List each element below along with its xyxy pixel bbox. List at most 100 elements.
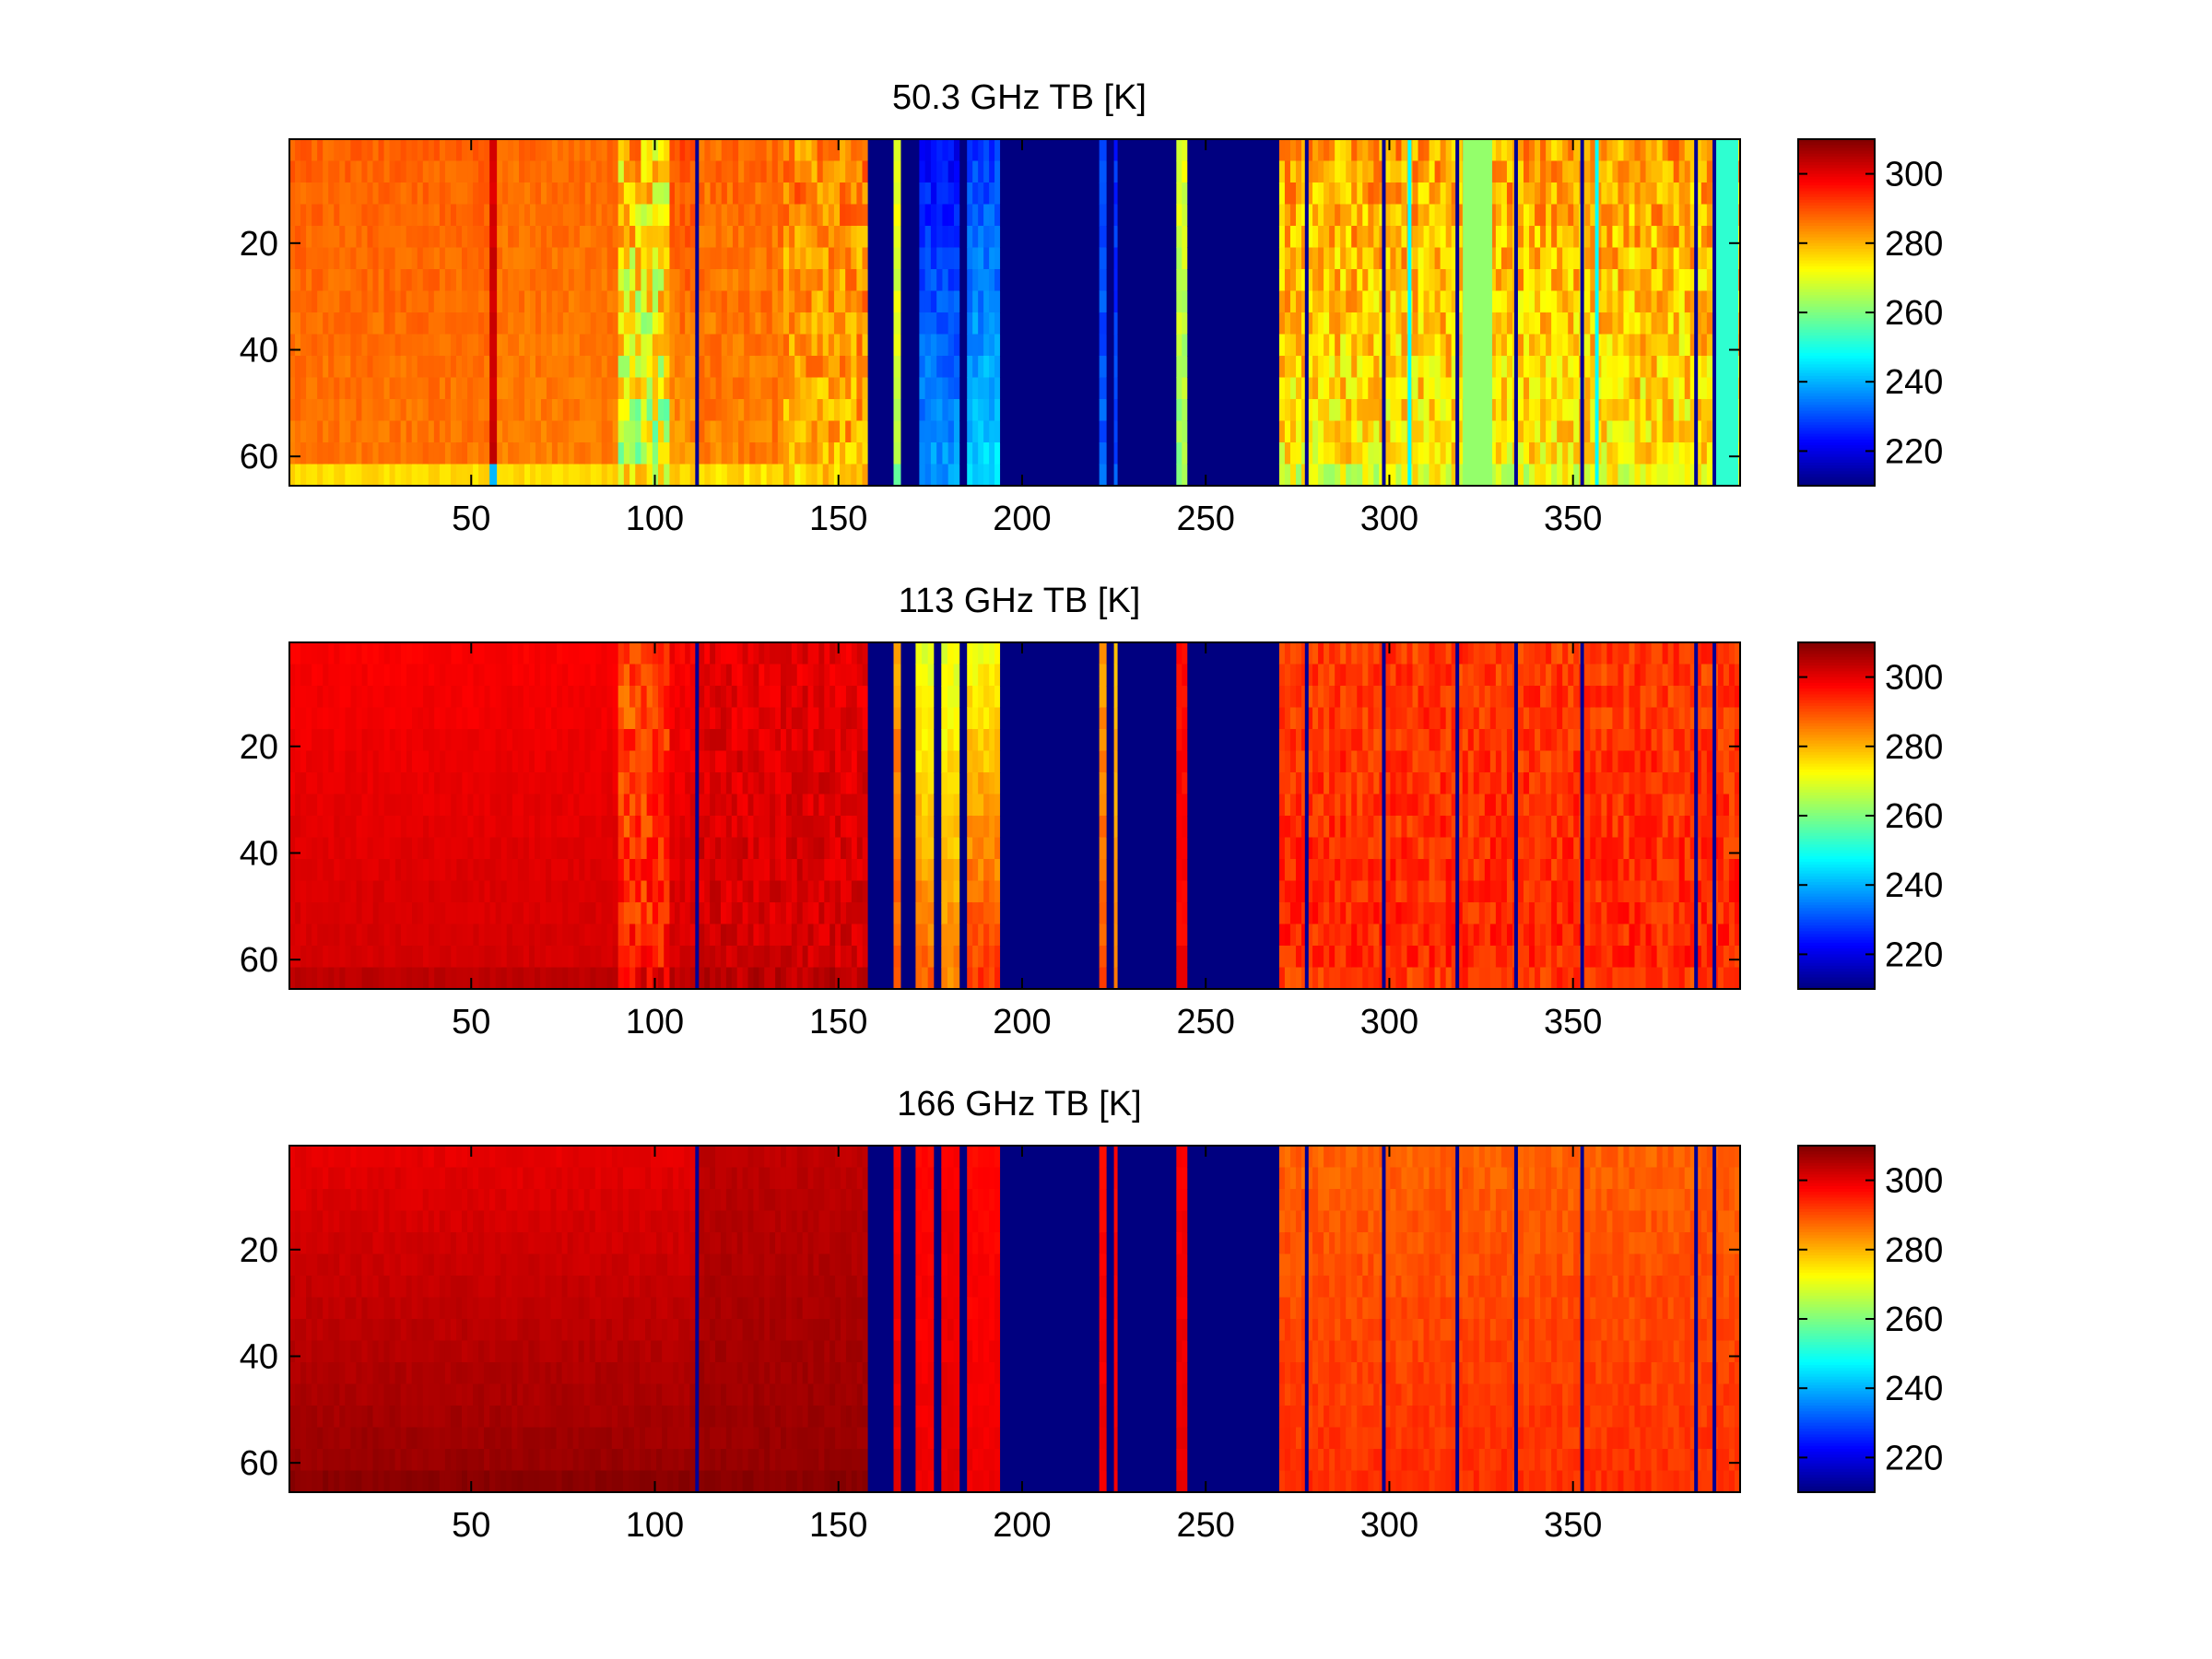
heatmap-cell: [1362, 356, 1369, 379]
heatmap-cell: [1088, 247, 1095, 270]
heatmap-cell: [334, 442, 340, 465]
heatmap-cell: [689, 226, 696, 249]
heatmap-cell: [1590, 356, 1596, 379]
heatmap-cell: [675, 420, 681, 443]
heatmap-cell: [685, 139, 691, 162]
colorbar-swatch: [1798, 298, 1875, 302]
y-tick-label: 40: [240, 331, 278, 370]
heatmap-cell: [669, 182, 676, 206]
heatmap-cell: [1324, 182, 1330, 206]
heatmap-cell: [1395, 464, 1403, 487]
heatmap-cell: [1011, 182, 1018, 206]
heatmap-cell: [339, 967, 347, 990]
heatmap-cell: [568, 420, 575, 443]
heatmap-cell: [1423, 204, 1430, 227]
heatmap-cell: [417, 399, 424, 422]
heatmap-cell: [606, 334, 614, 357]
heatmap-cell: [840, 442, 846, 465]
heatmap-cell: [1373, 442, 1380, 465]
heatmap-cell: [361, 139, 369, 162]
heatmap-cell: [1219, 334, 1226, 357]
heatmap-cell: [434, 837, 441, 860]
heatmap-cell: [1451, 247, 1458, 270]
heatmap-cell: [1016, 247, 1023, 270]
heatmap-cell: [851, 204, 857, 227]
heatmap-cell: [652, 182, 659, 206]
heatmap-cell: [423, 902, 429, 925]
heatmap-cell: [1182, 269, 1188, 292]
heatmap-cell: [1568, 204, 1574, 227]
heatmap-cell: [484, 269, 490, 292]
heatmap-cell: [972, 399, 979, 422]
heatmap-cell: [1618, 464, 1625, 487]
heatmap-cell: [685, 226, 691, 249]
heatmap-cell: [361, 750, 369, 773]
heatmap-cell: [777, 139, 784, 162]
heatmap-cell: [451, 924, 457, 947]
heatmap-cell: [400, 859, 407, 882]
heatmap-cell: [1506, 464, 1513, 487]
heatmap-cell: [378, 859, 385, 882]
heatmap-cell: [513, 442, 520, 465]
heatmap-cell: [1629, 204, 1636, 227]
heatmap-cell: [978, 247, 984, 270]
heatmap-cell: [817, 269, 824, 292]
colorbar-swatch: [1798, 321, 1875, 325]
heatmap-cell: [1618, 139, 1625, 162]
heatmap-cell: [495, 880, 502, 903]
heatmap-cell: [947, 204, 955, 227]
heatmap-cell: [930, 139, 937, 162]
heatmap-cell: [345, 139, 351, 162]
heatmap-cell: [1193, 420, 1199, 443]
heatmap-cell: [629, 290, 636, 313]
heatmap-cell: [467, 946, 475, 969]
heatmap-cell: [612, 204, 619, 227]
heatmap-cell: [777, 334, 784, 357]
heatmap-cell: [519, 204, 525, 227]
heatmap-cell: [806, 204, 813, 227]
heatmap-cell: [679, 464, 686, 487]
heatmap-cell: [1362, 269, 1369, 292]
heatmap-cell: [1335, 204, 1341, 227]
heatmap-cell: [411, 880, 418, 903]
heatmap-cell: [323, 399, 329, 422]
heatmap-cell: [629, 226, 636, 249]
heatmap-cell: [704, 182, 712, 206]
heatmap-cell: [473, 356, 479, 379]
heatmap-cell: [1434, 356, 1441, 379]
heatmap-cell: [1187, 420, 1194, 443]
heatmap-cell: [317, 204, 324, 227]
heatmap-cell: [1274, 334, 1280, 357]
heatmap-cell: [1535, 356, 1541, 379]
heatmap-cell: [978, 226, 984, 249]
heatmap-cell: [1138, 139, 1146, 162]
heatmap-cell: [1390, 139, 1397, 162]
heatmap-cell: [612, 290, 619, 313]
heatmap-cell: [1252, 442, 1259, 465]
heatmap-cell: [1208, 334, 1216, 357]
heatmap-cell: [551, 356, 559, 379]
heatmap-cell: [1540, 334, 1547, 357]
heatmap-cell: [1138, 420, 1146, 443]
heatmap-cell: [1489, 442, 1497, 465]
heatmap-cell: [629, 334, 636, 357]
heatmap-cell: [1640, 442, 1647, 465]
heatmap-cell: [444, 160, 452, 183]
heatmap-cell: [1225, 399, 1231, 422]
heatmap-cell: [1268, 182, 1275, 206]
heatmap-cell: [1373, 312, 1380, 335]
heatmap-cell: [646, 182, 653, 206]
heatmap-cell: [1684, 247, 1691, 270]
heatmap-cell: [1395, 377, 1403, 400]
heatmap-cell: [989, 204, 995, 227]
heatmap-cell: [1006, 356, 1012, 379]
colorbar-swatch: [1798, 222, 1875, 227]
heatmap-cell: [1038, 247, 1045, 270]
heatmap-cell: [1623, 464, 1630, 487]
heatmap-cell: [312, 269, 318, 292]
heatmap-cell: [1445, 420, 1453, 443]
heatmap-cell: [856, 356, 864, 379]
heatmap-cell: [959, 312, 968, 335]
heatmap-cell: [295, 269, 301, 292]
heatmap-cell: [919, 290, 926, 313]
